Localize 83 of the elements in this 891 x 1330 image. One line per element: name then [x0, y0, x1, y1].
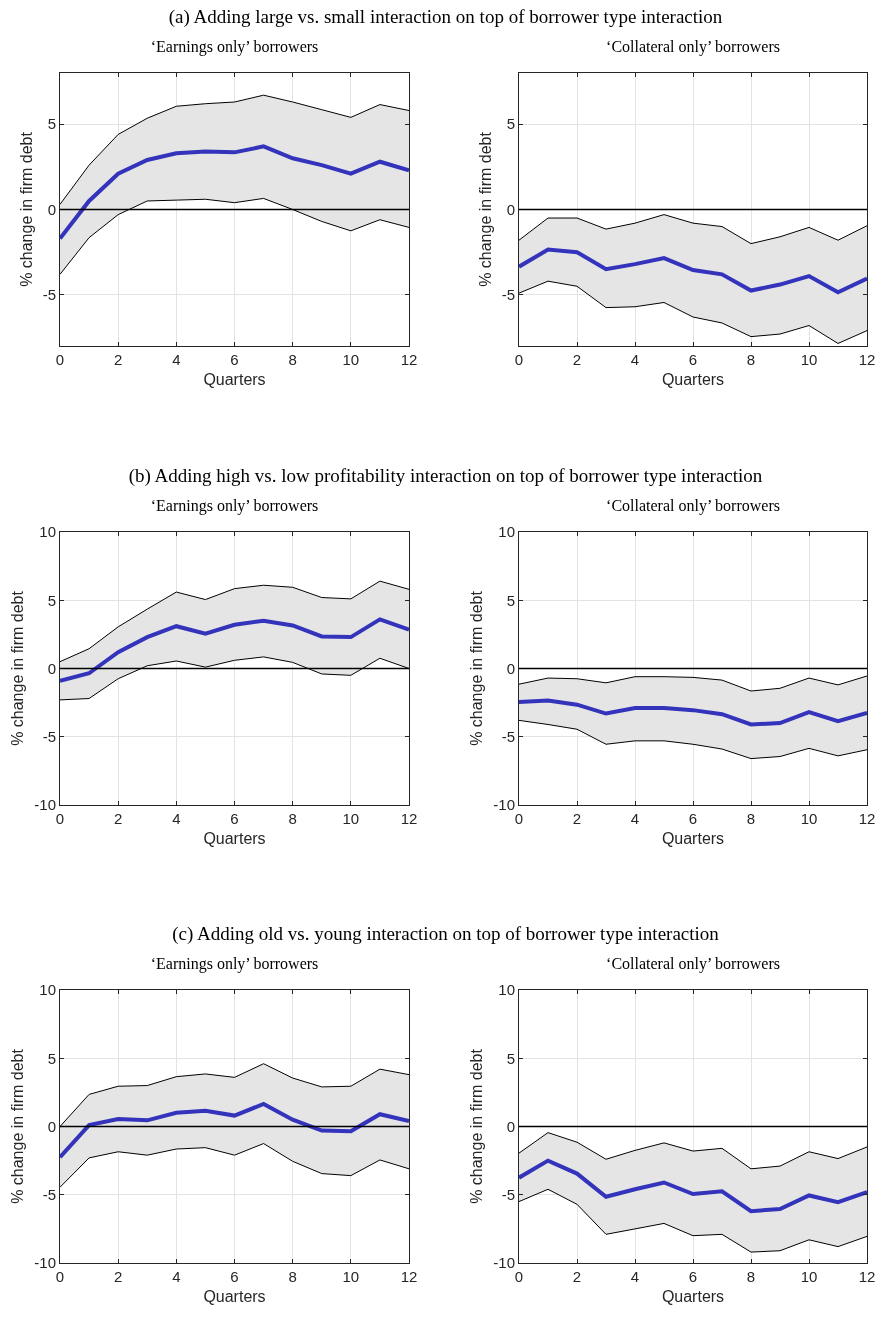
x-tick-label: 2 — [114, 810, 123, 827]
y-tick-label: -5 — [42, 728, 56, 745]
y-tick-label: 5 — [506, 591, 515, 609]
x-tick-label: 12 — [400, 1268, 418, 1285]
chart-title: (b) Adding high vs. low profitability interaction on top of borrower type interaction — [127, 465, 764, 487]
x-tick-label: 6 — [688, 1268, 698, 1285]
y-tick-label: 10 — [39, 981, 56, 999]
x-tick-label: 6 — [230, 351, 239, 368]
y-tick-label: -5 — [501, 728, 515, 745]
x-tick-label: 4 — [630, 1268, 640, 1285]
y-tick-label: 5 — [506, 115, 515, 133]
y-tick-label: 5 — [47, 115, 56, 133]
x-tick-label: 8 — [288, 810, 297, 827]
x-tick-label: 10 — [800, 351, 818, 368]
x-tick-label: 2 — [114, 351, 123, 368]
y-tick-label: 10 — [498, 981, 515, 999]
x-tick-label: 12 — [400, 810, 418, 827]
x-tick-label: 8 — [746, 1268, 756, 1285]
x-tick-label: 10 — [342, 351, 360, 368]
y-axis-title: % change in firm debt — [468, 1048, 486, 1204]
chart-title: (c) Adding old vs. young interaction on top of borrower type interaction — [171, 923, 720, 945]
y-tick-label: 5 — [506, 1049, 515, 1067]
y-tick-label: 5 — [47, 1049, 56, 1067]
y-axis-title: % change in firm debt — [9, 590, 27, 746]
y-tick-label: -5 — [501, 1186, 515, 1203]
x-tick-label: 10 — [342, 1268, 360, 1285]
x-tick-label: 4 — [630, 810, 640, 827]
chart-subtitle: ‘Collateral only’ borrowers — [606, 955, 780, 973]
y-tick-label: 5 — [47, 591, 56, 609]
y-tick-label: 0 — [47, 200, 56, 218]
x-tick-label: 12 — [858, 351, 876, 368]
x-axis-title: Quarters — [203, 370, 266, 388]
y-axis-title: % change in firm debt — [476, 131, 494, 287]
x-tick-label: 4 — [172, 810, 181, 827]
x-axis-title: Quarters — [203, 1287, 266, 1305]
y-tick-label: 0 — [47, 1117, 56, 1135]
chart-subtitle: ‘Earnings only’ borrowers — [150, 497, 319, 515]
chart-subtitle: ‘Collateral only’ borrowers — [606, 38, 780, 56]
x-tick-label: 4 — [172, 351, 181, 368]
y-tick-label: 0 — [506, 1117, 515, 1135]
chart-title: (a) Adding large vs. small interaction on top of borrower type interaction — [167, 6, 724, 28]
y-axis-title: % change in firm debt — [9, 1048, 27, 1204]
x-tick-label: 4 — [172, 1268, 181, 1285]
x-tick-label: 2 — [572, 810, 582, 827]
y-tick-label: 10 — [39, 523, 56, 541]
x-tick-label: 6 — [688, 810, 698, 827]
x-tick-label: 12 — [858, 1268, 876, 1285]
x-tick-label: 6 — [230, 1268, 239, 1285]
x-tick-label: 12 — [400, 351, 418, 368]
y-tick-label: -10 — [34, 796, 56, 814]
x-axis-title: Quarters — [661, 370, 725, 388]
chart-subtitle: ‘Collateral only’ borrowers — [606, 497, 780, 515]
y-tick-label: 0 — [506, 659, 515, 677]
chart-subtitle: ‘Earnings only’ borrowers — [150, 38, 319, 56]
x-tick-label: 8 — [746, 810, 756, 827]
x-tick-label: 12 — [858, 810, 876, 827]
y-axis-title: % change in firm debt — [17, 131, 35, 287]
y-tick-label: -5 — [501, 286, 515, 304]
x-tick-label: 8 — [288, 351, 297, 368]
x-axis-title: Quarters — [661, 1287, 725, 1305]
x-tick-label: 10 — [800, 1268, 818, 1285]
chart-subtitle: ‘Earnings only’ borrowers — [150, 955, 319, 973]
x-tick-label: 2 — [114, 1268, 123, 1285]
y-tick-label: -10 — [493, 796, 515, 814]
x-tick-label: 10 — [342, 810, 360, 827]
y-tick-label: -5 — [42, 1186, 56, 1203]
y-tick-label: -5 — [42, 286, 56, 304]
x-axis-title: Quarters — [661, 829, 725, 847]
y-tick-label: 0 — [47, 659, 56, 677]
x-tick-label: 4 — [630, 351, 640, 368]
y-tick-label: 0 — [506, 200, 515, 218]
x-axis-title: Quarters — [203, 829, 266, 847]
x-tick-label: 2 — [572, 1268, 582, 1285]
x-tick-label: 8 — [746, 351, 756, 368]
y-tick-label: -10 — [493, 1254, 515, 1272]
x-tick-label: 8 — [288, 1268, 297, 1285]
x-tick-label: 6 — [230, 810, 239, 827]
x-tick-label: 2 — [572, 351, 582, 368]
y-axis-title: % change in firm debt — [468, 590, 486, 746]
y-tick-label: 10 — [498, 523, 515, 541]
x-tick-label: 10 — [800, 810, 818, 827]
y-tick-label: -10 — [34, 1254, 56, 1272]
x-tick-label: 6 — [688, 351, 698, 368]
